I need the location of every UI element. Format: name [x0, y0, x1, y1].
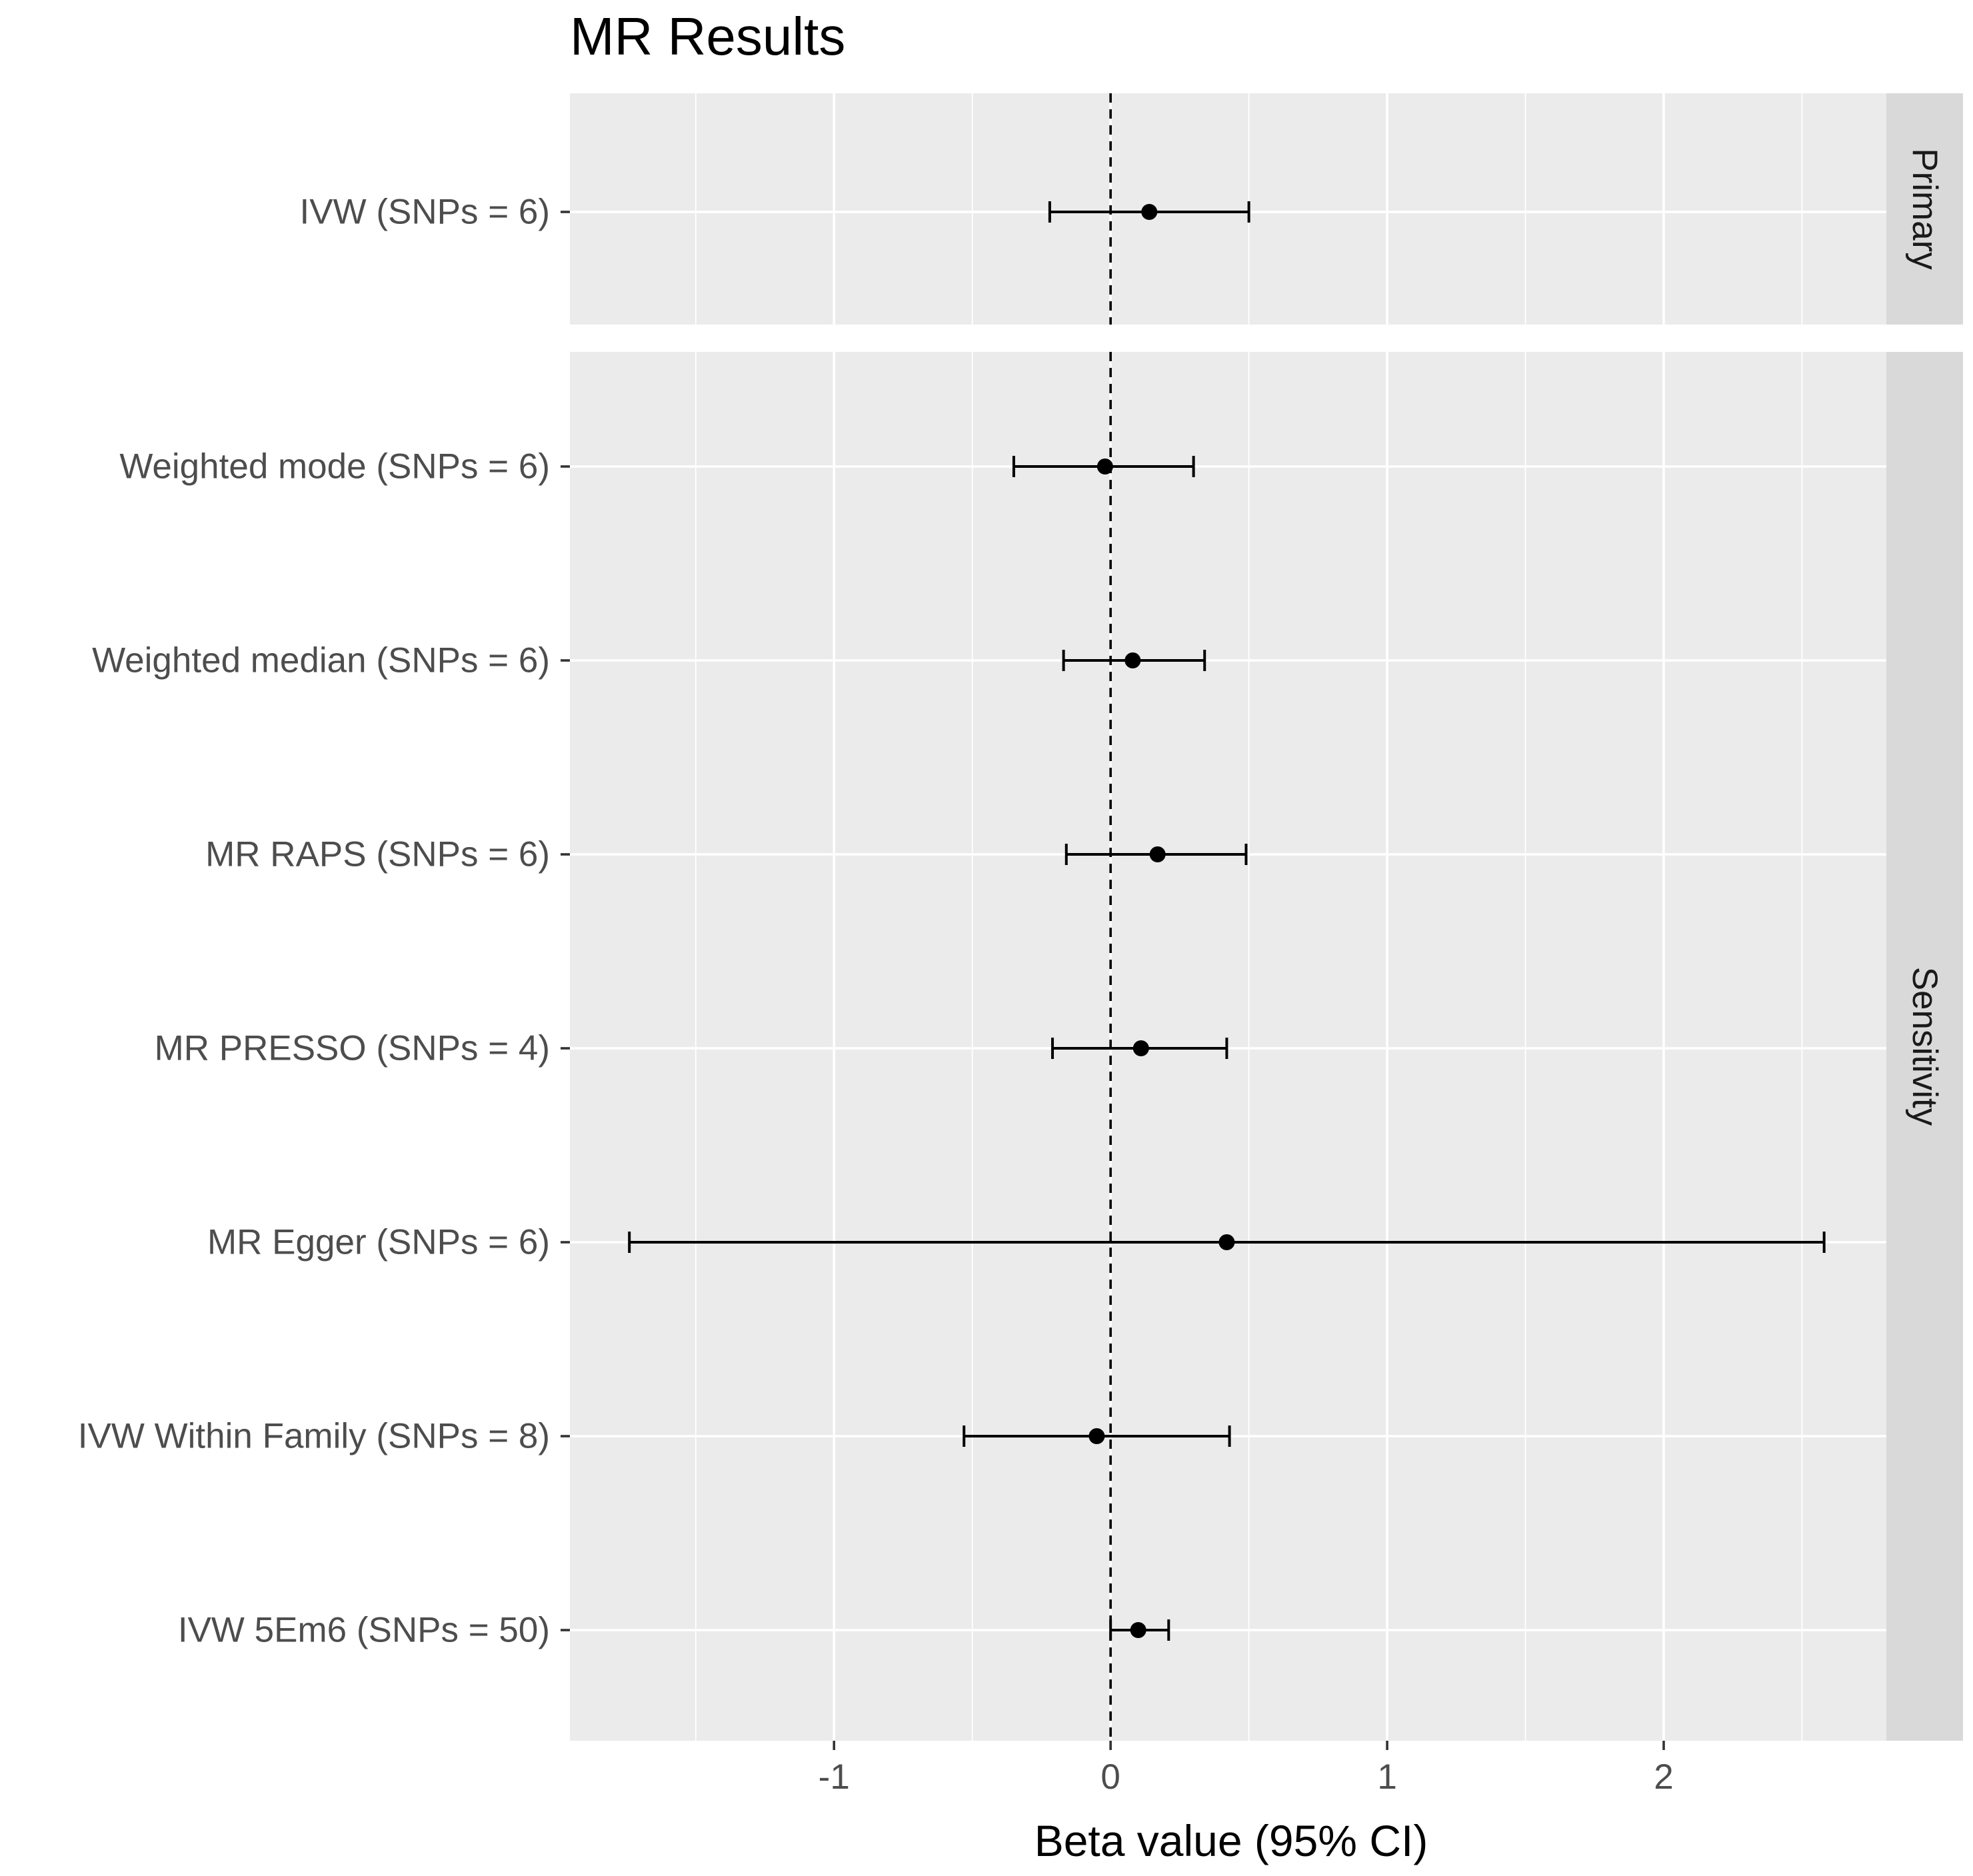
- x-axis: -1 0 1 2: [819, 1741, 1674, 1797]
- estimate-point: [1132, 1040, 1149, 1056]
- facet-panels: Primary Sensitivity: [570, 93, 1963, 1741]
- estimate-point: [1130, 1622, 1146, 1638]
- estimate-point: [1141, 204, 1158, 220]
- y-tick-label: Weighted median (SNPs = 6): [92, 641, 550, 680]
- y-tick-label: MR RAPS (SNPs = 6): [205, 835, 550, 874]
- estimate-point: [1096, 459, 1113, 474]
- facet-sensitivity-strip-label: Sensitivity: [1905, 967, 1944, 1126]
- y-tick-label: IVW (SNPs = 6): [300, 193, 550, 232]
- y-axis-tick-labels: IVW (SNPs = 6) Weighted mode (SNPs = 6) We…: [78, 193, 570, 1650]
- y-tick-label: IVW Within Family (SNPs = 8): [78, 1417, 550, 1456]
- facet-sensitivity-strip: [1886, 352, 1963, 1741]
- facet-primary-strip: [1886, 93, 1963, 325]
- estimate-point: [1149, 846, 1166, 862]
- x-tick-label: 2: [1654, 1757, 1673, 1797]
- x-tick-label: 0: [1100, 1757, 1120, 1797]
- x-axis-title: Beta value (95% CI): [1034, 1816, 1428, 1865]
- x-tick-label: -1: [819, 1757, 850, 1797]
- facet-sensitivity-panel: [570, 352, 1886, 1741]
- estimates-with-ci: [628, 201, 1826, 1641]
- facet-primary-strip-label: Primary: [1905, 148, 1944, 270]
- y-tick-label: IVW 5Em6 (SNPs = 50): [178, 1611, 550, 1650]
- chart-title: MR Results: [570, 7, 845, 66]
- y-tick-label: Weighted mode (SNPs = 6): [119, 447, 550, 486]
- estimate-point: [1218, 1234, 1235, 1250]
- y-tick-label: MR PRESSO (SNPs = 4): [155, 1029, 550, 1068]
- estimate-point: [1088, 1428, 1105, 1444]
- x-tick-label: 1: [1377, 1757, 1396, 1797]
- estimate-point: [1124, 652, 1141, 668]
- y-tick-label: MR Egger (SNPs = 6): [207, 1223, 550, 1262]
- facet-primary-panel: [570, 93, 1886, 325]
